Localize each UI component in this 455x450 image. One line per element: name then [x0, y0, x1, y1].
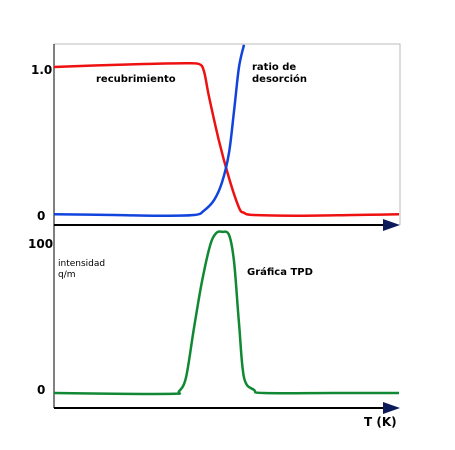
top-series-1-line: [53, 44, 246, 217]
intensity-label-line2: q/m: [58, 270, 76, 280]
top-plot-area: [53, 44, 400, 217]
desorption-rate-label-line2: desorción: [252, 73, 307, 85]
x-axis-label: T (K): [364, 415, 397, 429]
bottom-plot-area: [53, 230, 399, 396]
desorption-rate-label-line1: ratio de: [252, 62, 296, 73]
top-y-tick-0: 0: [37, 209, 45, 223]
top-panel-frame: [54, 43, 401, 225]
tpd-curve-label: Gráfica TPD: [247, 266, 313, 278]
intensity-label-line1: intensidad: [58, 259, 105, 269]
top-x-axis-arrow-icon: [383, 219, 400, 231]
bottom-y-tick-0: 0: [37, 383, 45, 397]
coverage-label: recubrimiento: [96, 74, 176, 85]
bottom-x-axis-arrow-icon: [383, 402, 400, 414]
bottom-series-0-line: [53, 230, 399, 396]
top-y-tick-1: 1.0: [31, 63, 52, 77]
top-series-0-line: [53, 61, 400, 217]
bottom-y-tick-100: 100: [28, 237, 53, 251]
